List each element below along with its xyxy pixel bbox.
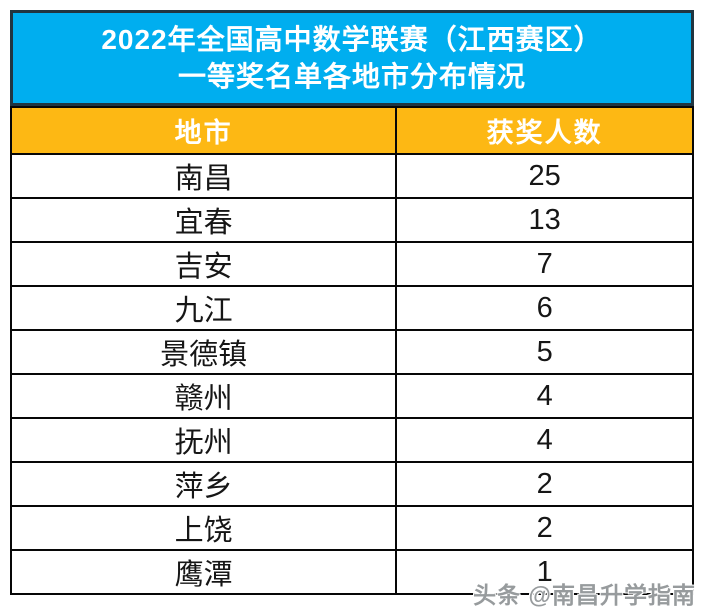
city-cell: 鹰潭 [9, 549, 398, 595]
city-cell: 九江 [9, 285, 398, 331]
prize-table-panel: 2022年全国高中数学联赛（江西赛区） 一等奖名单各地市分布情况 地市 获奖人数… [9, 10, 694, 595]
table-row: 宜春 13 [9, 197, 694, 243]
city-cell: 南昌 [9, 153, 398, 199]
city-cell: 上饶 [9, 505, 398, 551]
title-line-1: 2022年全国高中数学联赛（江西赛区） [101, 24, 603, 55]
count-cell: 4 [395, 417, 694, 463]
count-cell: 25 [395, 153, 694, 199]
count-cell: 1 [395, 549, 694, 595]
watermark: 头条 @南昌升学指南 [473, 582, 696, 608]
table-row: 上饶 2 [9, 505, 694, 551]
table-row: 鹰潭 1 [9, 549, 694, 595]
count-cell: 7 [395, 241, 694, 287]
count-cell: 13 [395, 197, 694, 243]
table-row: 南昌 25 [9, 153, 694, 199]
table-row: 吉安 7 [9, 241, 694, 287]
table-row: 萍乡 2 [9, 461, 694, 507]
city-cell: 景德镇 [9, 329, 398, 375]
title-line-2: 一等奖名单各地市分布情况 [177, 61, 526, 92]
city-cell: 宜春 [9, 197, 398, 243]
table-row: 抚州 4 [9, 417, 694, 463]
table-row: 赣州 4 [9, 373, 694, 419]
title-banner: 2022年全国高中数学联赛（江西赛区） 一等奖名单各地市分布情况 [10, 10, 694, 106]
count-cell: 5 [395, 329, 694, 375]
count-cell: 2 [395, 505, 694, 551]
table-row: 景德镇 5 [9, 329, 694, 375]
city-cell: 萍乡 [9, 461, 398, 507]
header-cell-count: 获奖人数 [395, 106, 694, 155]
header-cell-city: 地市 [9, 106, 398, 155]
table-header-row: 地市 获奖人数 [9, 106, 694, 155]
count-cell: 6 [395, 285, 694, 331]
city-cell: 赣州 [9, 373, 398, 419]
city-cell: 吉安 [9, 241, 398, 287]
prize-table: 地市 获奖人数 南昌 25 宜春 13 吉安 7 九江 [9, 106, 694, 595]
city-cell: 抚州 [9, 417, 398, 463]
table-row: 九江 6 [9, 285, 694, 331]
count-cell: 4 [395, 373, 694, 419]
count-cell: 2 [395, 461, 694, 507]
